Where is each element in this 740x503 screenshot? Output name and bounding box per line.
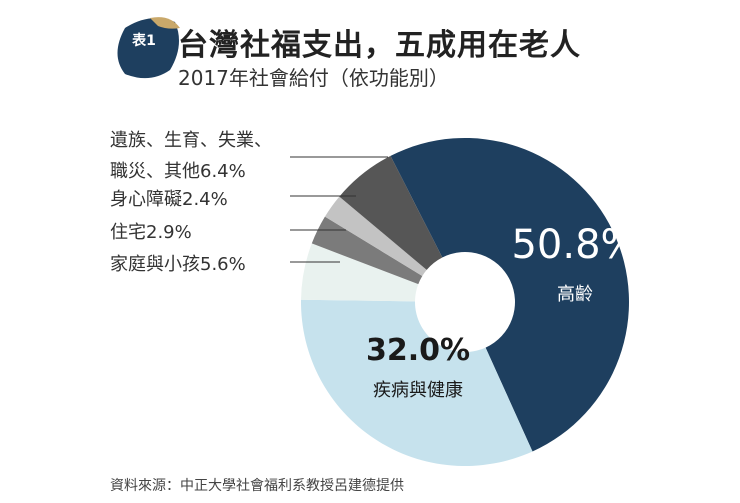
value-label: 2.9%	[146, 222, 192, 243]
donut-segment	[301, 243, 419, 302]
title: 台灣社福支出，五成用在老人	[178, 28, 581, 63]
category-label: 高齡	[557, 284, 593, 305]
donut-segment	[301, 299, 533, 466]
donut-segment	[324, 196, 427, 276]
donut-segment	[339, 155, 443, 270]
category-label: 住宅	[110, 222, 146, 243]
category-label: 疾病與健康	[373, 380, 463, 401]
value-label: 5.6%	[200, 254, 246, 275]
value-label: 50.8%	[511, 222, 638, 268]
outside-label: 住宅2.9%	[110, 217, 283, 248]
value-label: 32.0%	[366, 333, 470, 368]
source: 資料來源：中正大學社會福利系教授呂建德提供	[110, 478, 404, 494]
value-label: 2.4%	[182, 189, 228, 210]
badge-accent	[150, 17, 180, 29]
donut-segment	[390, 137, 630, 452]
badge: 表1	[132, 33, 156, 49]
outside-label: 遺族、生育、失業、職災、其他6.4%	[110, 125, 283, 187]
outside-label: 身心障礙2.4%	[110, 184, 283, 215]
subtitle: 2017年社會給付（依功能別）	[178, 66, 449, 90]
category-label: 遺族、生育、失業、職災、其他	[110, 130, 272, 182]
category-label: 家庭與小孩	[110, 254, 200, 275]
value-label: 6.4%	[200, 161, 246, 182]
donut-segment	[311, 216, 423, 285]
category-label: 身心障礙	[110, 189, 182, 210]
outside-label: 家庭與小孩5.6%	[110, 249, 283, 280]
badge-shape	[117, 18, 179, 79]
